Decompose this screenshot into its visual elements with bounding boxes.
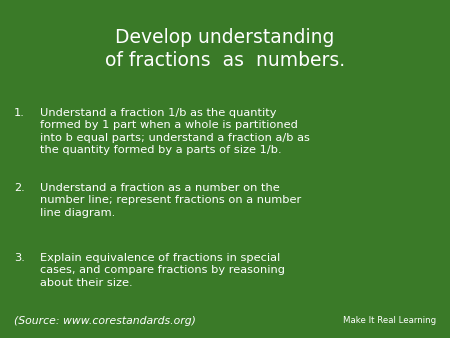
Text: 2.: 2. <box>14 183 25 193</box>
Text: Understand a fraction 1/b as the quantity
formed by 1 part when a whole is parti: Understand a fraction 1/b as the quantit… <box>40 108 310 155</box>
Text: 3.: 3. <box>14 253 25 263</box>
Text: (Source: www.corestandards.org): (Source: www.corestandards.org) <box>14 316 196 326</box>
Text: 1.: 1. <box>14 108 25 118</box>
Text: Explain equivalence of fractions in special
cases, and compare fractions by reas: Explain equivalence of fractions in spec… <box>40 253 285 288</box>
Text: Develop understanding
of fractions  as  numbers.: Develop understanding of fractions as nu… <box>105 28 345 70</box>
Text: Make It Real Learning: Make It Real Learning <box>343 316 436 325</box>
Text: Understand a fraction as a number on the
number line; represent fractions on a n: Understand a fraction as a number on the… <box>40 183 301 218</box>
